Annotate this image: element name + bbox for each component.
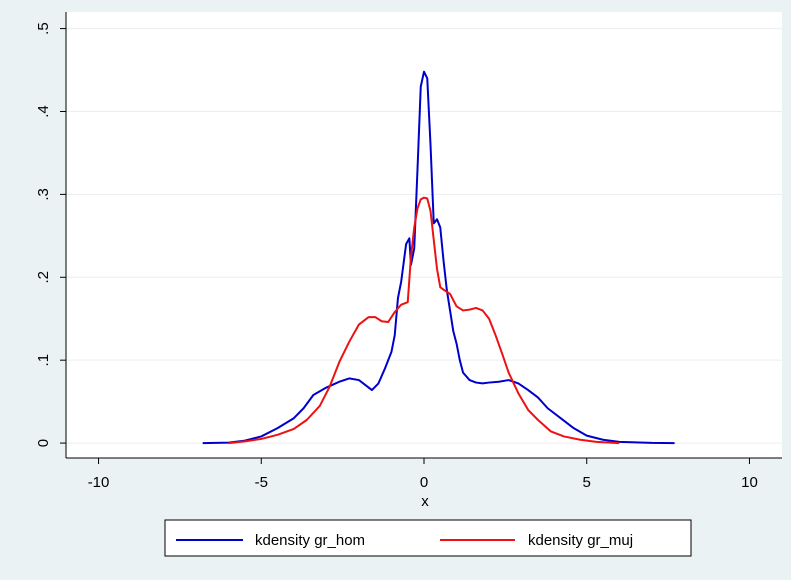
grid-lines: [66, 28, 782, 444]
legend: kdensity gr_hom kdensity gr_muj: [164, 519, 692, 557]
x-tick-label: 10: [741, 474, 758, 491]
y-axis-ticks: 0 .1 .2 .3 .4 .5: [35, 22, 66, 447]
x-tick-label: 0: [420, 474, 428, 491]
y-tick-label: .4: [35, 105, 52, 118]
legend-label-hom: kdensity gr_hom: [255, 532, 365, 549]
y-tick-label: .1: [35, 354, 52, 367]
x-tick-label: -5: [255, 474, 268, 491]
legend-box: [164, 519, 692, 557]
series-lines: [202, 70, 675, 445]
y-tick-label: .3: [35, 188, 52, 201]
x-axis-ticks: -10 -5 0 5 10: [88, 458, 758, 491]
y-tick-label: .2: [35, 271, 52, 284]
x-axis-label: x: [421, 493, 429, 510]
y-tick-label: 0: [35, 439, 52, 447]
series-line-muj: [228, 196, 620, 445]
x-tick-label: -10: [88, 474, 110, 491]
plot-region: [66, 12, 782, 458]
series-line-hom: [202, 70, 675, 445]
x-tick-label: 5: [583, 474, 591, 491]
y-tick-label: .5: [35, 22, 52, 35]
legend-label-muj: kdensity gr_muj: [528, 532, 633, 549]
